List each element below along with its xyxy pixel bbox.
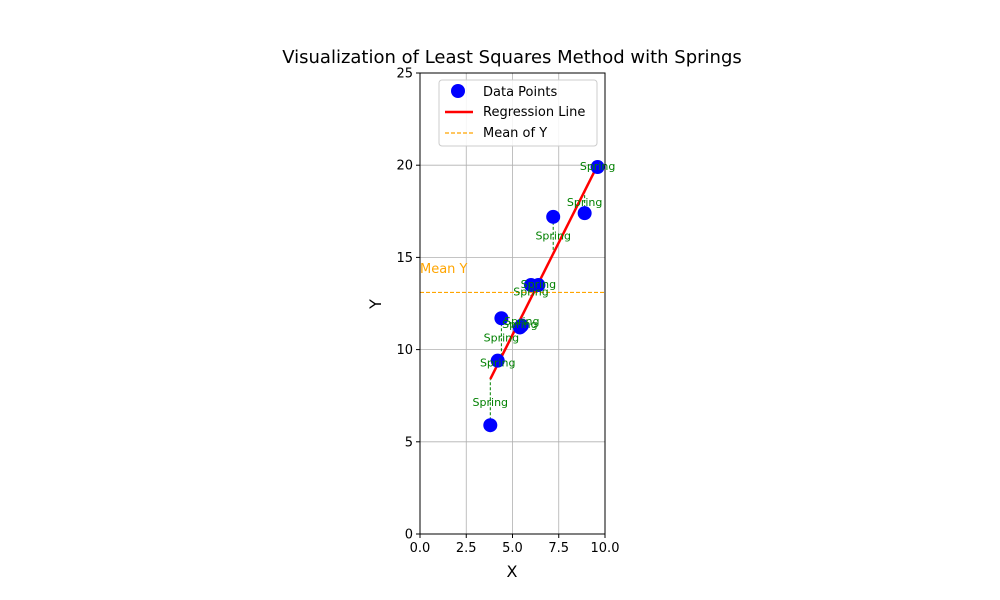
data-point: [577, 206, 592, 221]
regression-group: [489, 164, 599, 380]
y-tick-label: 15: [396, 251, 413, 266]
spring-label: Spring: [521, 278, 557, 291]
data-point: [590, 160, 605, 175]
spring-label: Spring: [484, 332, 520, 345]
mean-annotation: Mean Y: [420, 262, 468, 277]
data-point: [494, 311, 509, 326]
legend: Data Points Regression Line Mean of Y: [438, 79, 598, 147]
data-point: [490, 353, 505, 368]
y-tick-label: 25: [396, 67, 413, 82]
x-tick-label: 2.5: [456, 541, 477, 556]
spring-label: Spring: [567, 196, 603, 209]
x-tick-label: 5.0: [502, 541, 523, 556]
y-tick-label: 5: [405, 435, 413, 450]
data-points-group: [483, 160, 605, 433]
spring-label: Spring: [480, 357, 516, 370]
data-point: [546, 209, 561, 224]
spring-label: Spring: [580, 160, 616, 173]
y-axis-ticks: 0 5 10 15 20 25: [396, 67, 420, 543]
x-tick-label: 10.0: [591, 541, 620, 556]
spring-label: Spring: [535, 229, 571, 242]
spring-label: Spring: [502, 318, 538, 331]
y-tick-label: 10: [396, 343, 413, 358]
y-tick-label: 20: [396, 159, 413, 174]
x-axis-label: X: [507, 562, 518, 581]
data-point: [483, 418, 498, 433]
x-tick-label: 7.5: [548, 541, 569, 556]
legend-label-regression: Regression Line: [483, 105, 585, 120]
legend-frame: [438, 79, 598, 147]
regression-line: [489, 164, 599, 380]
y-axis-label: Y: [366, 299, 385, 310]
spring-label: Spring: [473, 396, 509, 409]
legend-label-mean: Mean of Y: [483, 126, 547, 141]
spring-label: Spring: [504, 315, 540, 328]
legend-marker-points: [451, 84, 465, 98]
x-axis-ticks: 0.0 2.5 5.0 7.5 10.0: [410, 534, 620, 556]
chart-title: Visualization of Least Squares Method wi…: [282, 47, 742, 68]
legend-label-points: Data Points: [483, 85, 557, 100]
x-tick-label: 0.0: [410, 541, 431, 556]
spring-labels-group: SpringSpringSpringSpringSpringSpringSpri…: [473, 160, 616, 409]
data-point: [531, 278, 546, 293]
data-point: [514, 318, 529, 333]
y-tick-label: 0: [405, 528, 413, 543]
spring-label: Spring: [513, 286, 549, 299]
